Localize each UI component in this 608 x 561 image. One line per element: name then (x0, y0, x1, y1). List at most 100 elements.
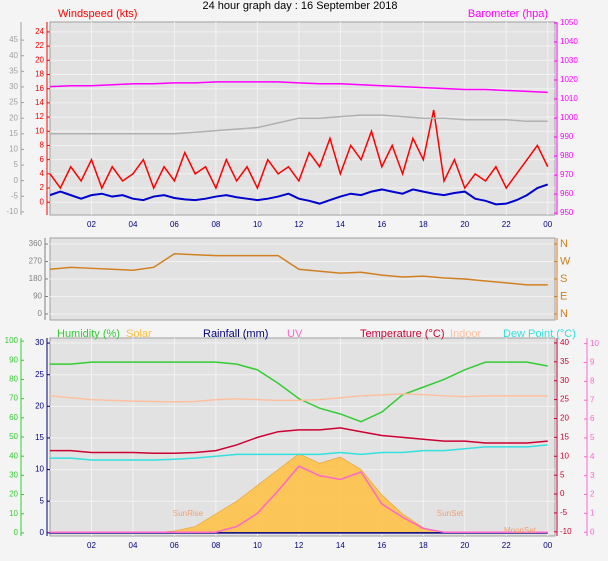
y-tick-label: 40 (9, 51, 18, 60)
line (50, 465, 548, 533)
y-tick-label: 70 (9, 394, 18, 403)
legend-entry: Temperature (°C) (360, 328, 444, 340)
y-tick-label: -5 (560, 508, 568, 517)
y-tick-label: 3 (590, 471, 595, 480)
x-tick-label: 20 (460, 220, 469, 229)
x-tick-label: 02 (87, 541, 96, 550)
y-tick-label: 90 (9, 355, 18, 364)
annotation: SunRise (173, 509, 204, 518)
legend-entry: UV (287, 328, 303, 340)
y-tick-label: 2 (590, 490, 595, 499)
y-tick-label: 25 (9, 98, 18, 107)
y-tick-label: 1010 (560, 94, 578, 103)
y-tick-label: 40 (9, 451, 18, 460)
y-tick-label: -10 (6, 207, 18, 216)
y-tick-label: 16 (35, 84, 44, 93)
line (50, 444, 548, 461)
y-tick-label: 30 (35, 338, 44, 347)
y-tick-label: 15 (9, 129, 18, 138)
y-tick-label: 20 (560, 414, 569, 423)
x-tick-label: 22 (502, 541, 511, 550)
y-tick-label: 6 (590, 414, 595, 423)
y-tick-label: 10 (560, 451, 569, 460)
y-tick-label: 2 (40, 183, 45, 192)
legend-entry: Rainfall (mm) (203, 328, 268, 340)
y-tick-label: 7 (590, 395, 595, 404)
y-tick-label: E (560, 290, 567, 302)
x-tick-label: 18 (419, 541, 428, 550)
y-tick-label: 1030 (560, 56, 578, 65)
annotation: MoonSet (504, 526, 537, 535)
x-tick-label: 06 (170, 220, 179, 229)
y-tick-label: 950 (560, 208, 574, 217)
y-tick-label: -10 (560, 527, 572, 536)
x-tick-label: 02 (87, 220, 96, 229)
y-tick-label: 270 (29, 257, 43, 266)
x-tick-label: 08 (211, 220, 220, 229)
x-tick-label: 12 (294, 220, 303, 229)
x-tick-label: 14 (336, 220, 345, 229)
line (50, 114, 548, 135)
y-tick-label: -5 (11, 191, 19, 200)
x-tick-label: 12 (294, 541, 303, 550)
annotation: SunSet (437, 509, 464, 518)
y-tick-label: 15 (560, 432, 569, 441)
line (50, 361, 548, 423)
y-tick-label: N (560, 308, 568, 320)
y-tick-label: 10 (35, 126, 44, 135)
line (49, 252, 548, 286)
y-tick-label: 1050 (560, 18, 578, 27)
y-tick-label: 30 (9, 82, 18, 91)
y-tick-label: 990 (560, 132, 574, 141)
y-tick-label: 180 (29, 274, 43, 283)
y-tick-label: W (560, 255, 571, 267)
y-tick-label: 10 (9, 509, 18, 518)
y-tick-label: 15 (35, 433, 44, 442)
legend-entry: Dew Point (°C) (503, 328, 576, 340)
y-tick-label: 5 (14, 160, 19, 169)
y-tick-label: 5 (560, 470, 565, 479)
line (50, 427, 548, 454)
x-tick-label: 00 (543, 220, 552, 229)
y-tick-label: 0 (14, 528, 19, 537)
x-tick-label: 14 (336, 541, 345, 550)
y-tick-label: 30 (560, 376, 569, 385)
y-tick-label: 50 (9, 432, 18, 441)
y-tick-label: 80 (9, 375, 18, 384)
y-tick-label: 14 (35, 98, 44, 107)
y-tick-label: 360 (29, 239, 43, 248)
y-tick-label: 20 (9, 113, 18, 122)
y-tick-label: 60 (9, 413, 18, 422)
y-tick-label: 5 (40, 496, 45, 505)
y-tick-label: 0 (560, 489, 565, 498)
y-tick-label: 0 (14, 176, 19, 185)
y-tick-label: 20 (35, 401, 44, 410)
y-tick-label: 25 (35, 370, 44, 379)
y-tick-label: 4 (590, 452, 595, 461)
legend-entry: Solar (126, 328, 152, 340)
legend-entry: Windspeed (kts) (58, 8, 137, 20)
x-tick-label: 06 (170, 541, 179, 550)
y-tick-label: 12 (35, 112, 44, 121)
x-tick-label: 00 (543, 541, 552, 550)
x-tick-label: 08 (211, 541, 220, 550)
legend-entry: Humidity (%) (57, 328, 120, 340)
x-tick-label: 04 (129, 541, 138, 550)
y-tick-label: 0 (40, 197, 45, 206)
x-tick-label: 16 (377, 541, 386, 550)
line (49, 109, 549, 190)
y-tick-label: 100 (5, 336, 19, 345)
x-tick-label: 16 (377, 220, 386, 229)
y-tick-label: 30 (9, 470, 18, 479)
y-tick-label: 45 (9, 35, 18, 44)
x-tick-label: 04 (129, 220, 138, 229)
y-tick-label: 0 (590, 527, 595, 536)
x-tick-label: 10 (253, 220, 262, 229)
y-tick-label: S (560, 273, 567, 285)
y-tick-label: 1040 (560, 37, 578, 46)
x-tick-label: 20 (460, 541, 469, 550)
y-tick-label: 9 (590, 358, 595, 367)
y-tick-label: 960 (560, 189, 574, 198)
y-tick-label: 8 (40, 141, 45, 150)
